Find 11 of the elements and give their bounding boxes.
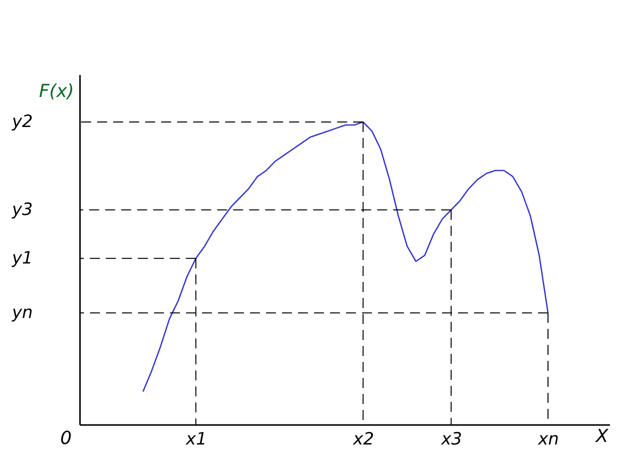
x-tick-label: x2 <box>352 430 374 450</box>
ref-line-label: y1 <box>11 248 33 268</box>
y-axis-title: F(x) <box>38 81 74 102</box>
x-tick-label: x1 <box>184 430 207 450</box>
text: 0 <box>60 428 72 449</box>
x-tick-label: x3 <box>440 430 462 450</box>
x-tick-label: xn <box>537 430 559 450</box>
ref-line-label: y3 <box>11 200 33 220</box>
ref-line-label: y2 <box>11 112 33 132</box>
ref-line-label: yn <box>11 302 33 323</box>
x-axis-title: X <box>594 426 609 447</box>
